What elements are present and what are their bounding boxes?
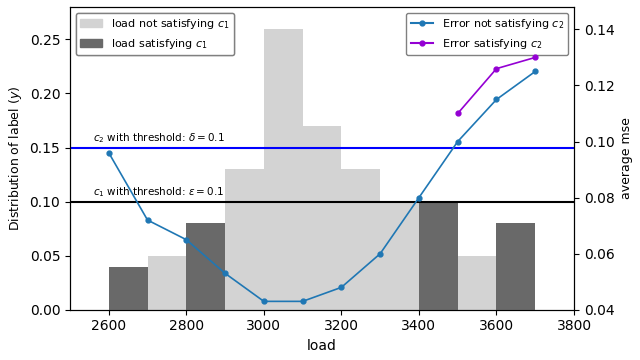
Bar <box>186 223 225 310</box>
Text: $c_2$ with threshold: $\delta = 0.1$: $c_2$ with threshold: $\delta = 0.1$ <box>93 131 225 145</box>
Bar <box>109 288 147 310</box>
Bar <box>380 202 419 310</box>
Error satisfying $c_2$ <box>531 55 539 59</box>
Y-axis label: average mse: average mse <box>620 117 633 199</box>
Bar <box>419 202 458 310</box>
Bar <box>109 266 147 310</box>
Line: Error not satisfying $c_2$: Error not satisfying $c_2$ <box>106 69 538 304</box>
Bar <box>419 212 458 310</box>
Error not satisfying $c_2$ <box>143 218 151 222</box>
Y-axis label: Distribution of label ($y$): Distribution of label ($y$) <box>7 86 24 231</box>
Error not satisfying $c_2$ <box>531 69 539 73</box>
Error not satisfying $c_2$ <box>221 271 229 275</box>
Error not satisfying $c_2$ <box>337 285 345 289</box>
Error not satisfying $c_2$ <box>415 195 423 200</box>
Error not satisfying $c_2$ <box>299 299 307 303</box>
Bar <box>186 223 225 310</box>
Error not satisfying $c_2$ <box>376 252 384 256</box>
Bar <box>225 169 264 310</box>
Error not satisfying $c_2$ <box>493 97 500 102</box>
Error not satisfying $c_2$ <box>260 299 268 303</box>
Bar <box>264 28 303 310</box>
Line: Error satisfying $c_2$: Error satisfying $c_2$ <box>455 55 538 116</box>
X-axis label: load: load <box>307 339 337 353</box>
Error satisfying $c_2$ <box>454 111 461 116</box>
Error not satisfying $c_2$ <box>105 150 113 155</box>
Error not satisfying $c_2$ <box>454 139 461 144</box>
Bar <box>147 256 186 310</box>
Legend: load not satisfying $c_1$, load satisfying $c_1$: load not satisfying $c_1$, load satisfyi… <box>76 13 234 55</box>
Bar <box>497 223 535 310</box>
Text: $c_1$ with threshold: $\varepsilon = 0.1$: $c_1$ with threshold: $\varepsilon = 0.1… <box>93 185 224 199</box>
Bar <box>341 169 380 310</box>
Error not satisfying $c_2$ <box>182 238 190 242</box>
Error satisfying $c_2$ <box>493 67 500 71</box>
Bar <box>458 256 497 310</box>
Legend: Error not satisfying $c_2$, Error satisfying $c_2$: Error not satisfying $c_2$, Error satisf… <box>406 13 568 55</box>
Bar <box>303 126 341 310</box>
